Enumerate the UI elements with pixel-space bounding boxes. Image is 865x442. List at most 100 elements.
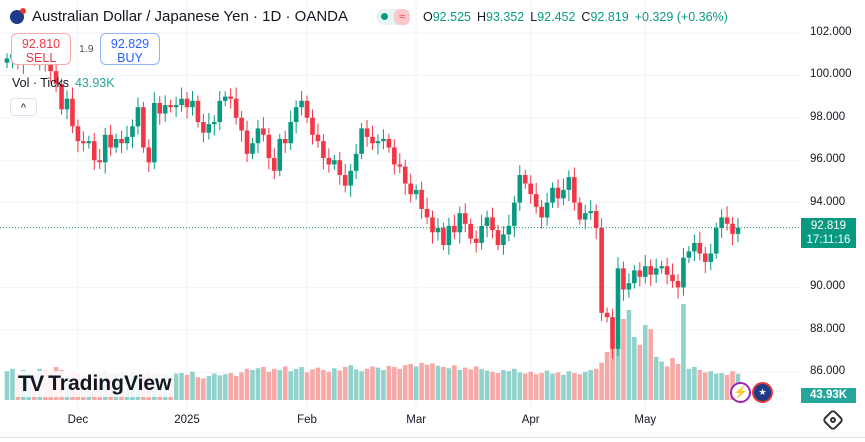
- candle-body: [528, 183, 534, 195]
- candle-body: [419, 189, 424, 209]
- price-tick-label: 98.000: [810, 110, 846, 123]
- volume-bar: [321, 370, 326, 400]
- change-value: +0.329 (+0.36%): [634, 10, 728, 24]
- candle-body: [632, 270, 637, 284]
- candle-body: [648, 266, 654, 275]
- au-flag-badge-icon[interactable]: ★: [752, 382, 773, 403]
- volume-bar: [593, 368, 599, 400]
- close-value: 92.819: [590, 10, 629, 24]
- collapse-legend-button[interactable]: ^: [10, 98, 37, 116]
- volume-value: 43.93K: [74, 76, 115, 90]
- volume-bar: [664, 366, 670, 400]
- candle-body: [359, 128, 364, 154]
- volume-bar: [255, 368, 261, 400]
- volume-bar: [522, 373, 528, 400]
- candle-body: [228, 96, 233, 99]
- volume-bar: [566, 371, 572, 400]
- candle-body: [151, 102, 157, 163]
- price-tick-label: 88.000: [810, 322, 846, 335]
- volume-bar: [206, 376, 212, 400]
- candle-body: [75, 126, 81, 142]
- symbol-title[interactable]: Australian Dollar / Japanese Yen · 1D · …: [32, 8, 348, 25]
- volume-bar: [288, 371, 293, 400]
- volume-bar: [648, 329, 654, 400]
- settings-gear-icon[interactable]: [821, 408, 845, 432]
- volume-bar: [626, 310, 632, 400]
- candle-body: [692, 242, 697, 252]
- candle-body: [435, 228, 441, 233]
- candle-body: [555, 187, 561, 199]
- bar-countdown: 17:11:16: [806, 234, 851, 246]
- candle-body: [659, 266, 664, 269]
- volume-bar: [348, 365, 353, 400]
- volume-bar: [555, 372, 561, 400]
- candle-body: [610, 317, 615, 349]
- volume-bar: [621, 319, 626, 400]
- candle-body: [282, 139, 288, 144]
- candle-body: [326, 158, 332, 165]
- volume-legend[interactable]: Vol · Ticks 43.93K: [12, 76, 115, 90]
- volume-bar: [364, 368, 370, 400]
- volume-bar: [490, 371, 495, 400]
- volume-bar: [424, 364, 430, 400]
- volume-bar: [375, 367, 381, 400]
- buy-button[interactable]: 92.829 BUY: [100, 33, 160, 65]
- volume-bar: [222, 374, 228, 400]
- candle-body: [201, 122, 206, 133]
- lightning-icon[interactable]: ⚡: [730, 382, 751, 403]
- candle-body: [599, 228, 604, 313]
- candle-body: [512, 202, 517, 226]
- volume-bar: [512, 368, 517, 400]
- volume-bar: [452, 365, 457, 400]
- candle-body: [621, 268, 626, 290]
- volume-bar: [632, 337, 637, 400]
- candle-body: [626, 283, 632, 290]
- close-label: C: [581, 10, 591, 24]
- tradingview-logo[interactable]: TV TradingView: [15, 371, 175, 397]
- candle-body: [124, 136, 130, 144]
- volume-bar: [686, 368, 692, 400]
- volume-bar: [397, 368, 403, 400]
- candle-body: [375, 141, 381, 144]
- tradingview-mark-icon: TV: [18, 371, 44, 396]
- candle-body: [179, 98, 184, 106]
- volume-bar: [4, 371, 10, 400]
- volume-bar: [282, 366, 288, 400]
- volume-bar: [244, 368, 250, 400]
- market-status-toggle[interactable]: ≈: [376, 8, 411, 25]
- volume-bar: [670, 358, 675, 400]
- candle-body: [566, 177, 572, 190]
- candle-body: [146, 147, 152, 163]
- volume-bar: [588, 370, 594, 400]
- candle-body: [441, 228, 446, 245]
- symbol-header[interactable]: Australian Dollar / Japanese Yen · 1D · …: [10, 7, 411, 25]
- candle-body: [342, 175, 348, 186]
- candle-body: [381, 139, 386, 142]
- time-tick-label: Feb: [297, 414, 317, 426]
- low-label: L: [530, 10, 538, 24]
- candle-body: [70, 98, 75, 127]
- candle-body: [561, 189, 566, 199]
- candle-body: [708, 253, 714, 262]
- candle-body: [244, 130, 250, 154]
- open-label: O: [423, 10, 433, 24]
- candle-body: [173, 105, 179, 108]
- candle-body: [135, 107, 141, 127]
- candle-body: [255, 128, 261, 144]
- volume-bar: [610, 343, 615, 400]
- candle-body: [735, 227, 741, 234]
- candle-body: [653, 268, 659, 275]
- wave-icon[interactable]: ≈: [394, 8, 411, 25]
- volume-bar: [211, 373, 217, 400]
- candle-body: [588, 211, 594, 214]
- candle-body: [604, 312, 610, 318]
- candle-body: [533, 194, 539, 207]
- volume-bar: [272, 368, 277, 400]
- candle-body: [288, 122, 293, 144]
- candle-body: [392, 147, 397, 165]
- volume-bar: [386, 365, 392, 400]
- candle-body: [713, 228, 719, 254]
- sell-button[interactable]: 92.810 SELL: [11, 33, 71, 65]
- candle-body: [233, 98, 239, 118]
- candle-body: [310, 117, 315, 135]
